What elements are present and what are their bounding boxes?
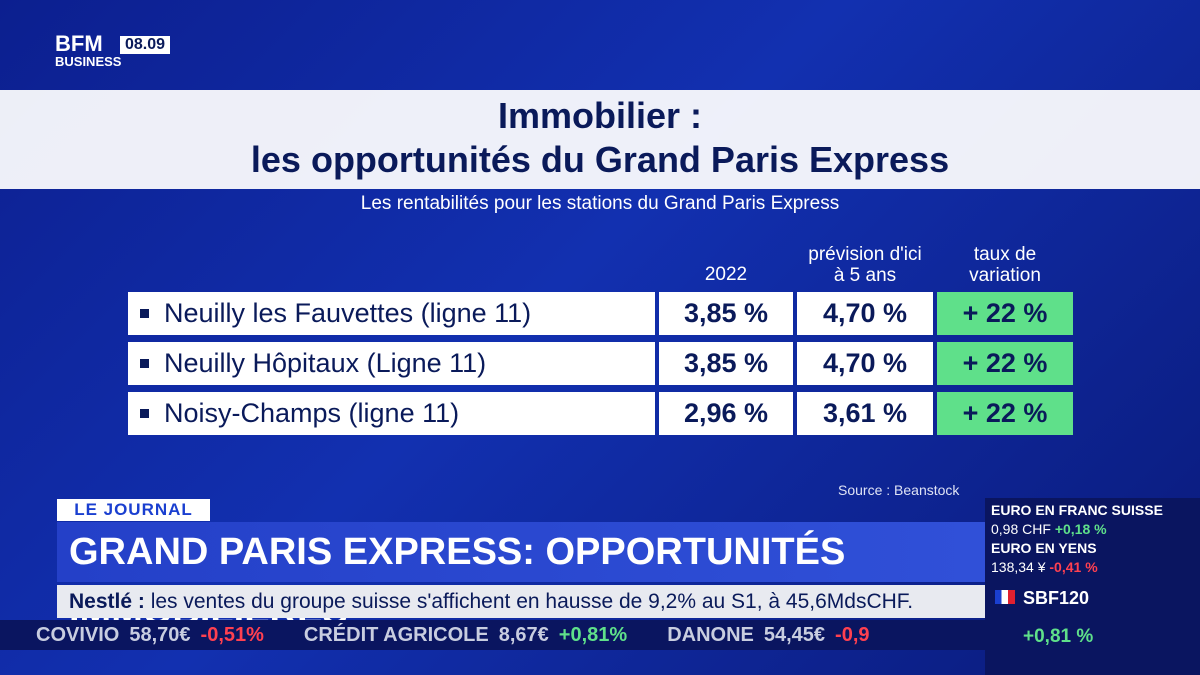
source: Source : Beanstock xyxy=(838,482,960,498)
title-line: Immobilier : xyxy=(497,95,703,136)
stock-name: CRÉDIT AGRICOLE xyxy=(303,624,489,646)
market-name: EURO EN YENS xyxy=(991,540,1097,556)
stock-change: -0,51% xyxy=(200,624,264,646)
title-band: Immobilier : les opportunités du Grand P… xyxy=(0,90,1200,189)
column-header: taux de variation xyxy=(969,244,1041,286)
stock-change: -0,9 xyxy=(835,624,870,646)
value: 3,85 % xyxy=(683,298,769,328)
stock-ticker: COVIVIO 58,70€ -0,51% CRÉDIT AGRICOLE 8,67€ +… xyxy=(0,620,985,650)
banner-label: LE JOURNAL xyxy=(57,499,210,521)
bullet xyxy=(140,409,149,418)
stock-price: 8,67€ xyxy=(498,624,549,646)
market-change: +0,18 % xyxy=(1054,521,1107,537)
market-value: 0,98 CHF +0,18 % xyxy=(991,521,1107,537)
market-change: -0,41 % xyxy=(1049,559,1098,575)
value: 2,96 % xyxy=(683,398,769,428)
station-cell: Neuilly Hôpitaux (Ligne 11) xyxy=(128,342,655,385)
column-header: prévision d'ici à 5 ans xyxy=(808,244,922,286)
logo-brand: BFM xyxy=(55,31,103,56)
station-cell: Noisy-Champs (ligne 11) xyxy=(128,392,655,435)
value-cell: 4,70 % xyxy=(797,342,933,385)
news-company: Nestlé : xyxy=(69,590,145,613)
station-name: Neuilly Hôpitaux (Ligne 11) xyxy=(164,348,487,378)
value: + 22 % xyxy=(962,298,1048,328)
market-price: 138,34 ¥ xyxy=(991,559,1046,575)
value-cell: 4,70 % xyxy=(797,292,933,335)
value-cell: 2,96 % xyxy=(659,392,793,435)
value-cell: + 22 % xyxy=(937,292,1073,335)
value: 4,70 % xyxy=(822,298,908,328)
stock-name: COVIVIO xyxy=(36,624,120,646)
stock-price: 58,70€ xyxy=(129,624,191,646)
value: 3,61 % xyxy=(822,398,908,428)
column-header: 2022 xyxy=(704,264,748,285)
station-cell: Neuilly les Fauvettes (ligne 11) xyxy=(128,292,655,335)
news-text: les ventes du groupe suisse s'affichent … xyxy=(150,590,914,613)
bullet xyxy=(140,309,149,318)
headline: GRAND PARIS EXPRESS: OPPORTUNITÉS IMMOBI… xyxy=(57,522,985,633)
flag xyxy=(995,590,1015,604)
value: + 22 % xyxy=(962,348,1048,378)
station-name: Noisy-Champs (ligne 11) xyxy=(164,398,460,428)
market-name: EURO EN FRANC SUISSE xyxy=(991,502,1163,518)
stock-name: DANONE xyxy=(667,624,754,646)
value-cell: 3,85 % xyxy=(659,342,793,385)
logo-sub: BUSINESS xyxy=(55,54,122,69)
logo: BFM BUSINESS xyxy=(55,31,122,70)
news-ticker: Nestlé : les ventes du groupe suisse s'a… xyxy=(57,585,985,618)
markets-panel: EURO EN FRANC SUISSE 0,98 CHF +0,18 % EU… xyxy=(985,498,1200,675)
value-cell: + 22 % xyxy=(937,392,1073,435)
value: + 22 % xyxy=(962,398,1048,428)
stock-change: +0,81% xyxy=(558,624,628,646)
value: 3,85 % xyxy=(683,348,769,378)
market-value: 138,34 ¥ -0,41 % xyxy=(991,559,1098,575)
value-cell: 3,85 % xyxy=(659,292,793,335)
title-line: les opportunités du Grand Paris Express xyxy=(250,139,950,180)
value: 4,70 % xyxy=(822,348,908,378)
subtitle: Les rentabilités pour les stations du Gr… xyxy=(360,193,840,214)
bullet xyxy=(140,359,149,368)
station-name: Neuilly les Fauvettes (ligne 11) xyxy=(164,298,532,328)
market-price: 0,98 CHF xyxy=(991,521,1051,537)
market-change: +0,81 % xyxy=(1023,626,1094,647)
stock-price: 54,45€ xyxy=(763,624,826,646)
clock: 08.09 xyxy=(120,36,171,54)
market-name: SBF120 xyxy=(1023,588,1090,608)
value-cell: 3,61 % xyxy=(797,392,933,435)
value-cell: + 22 % xyxy=(937,342,1073,385)
